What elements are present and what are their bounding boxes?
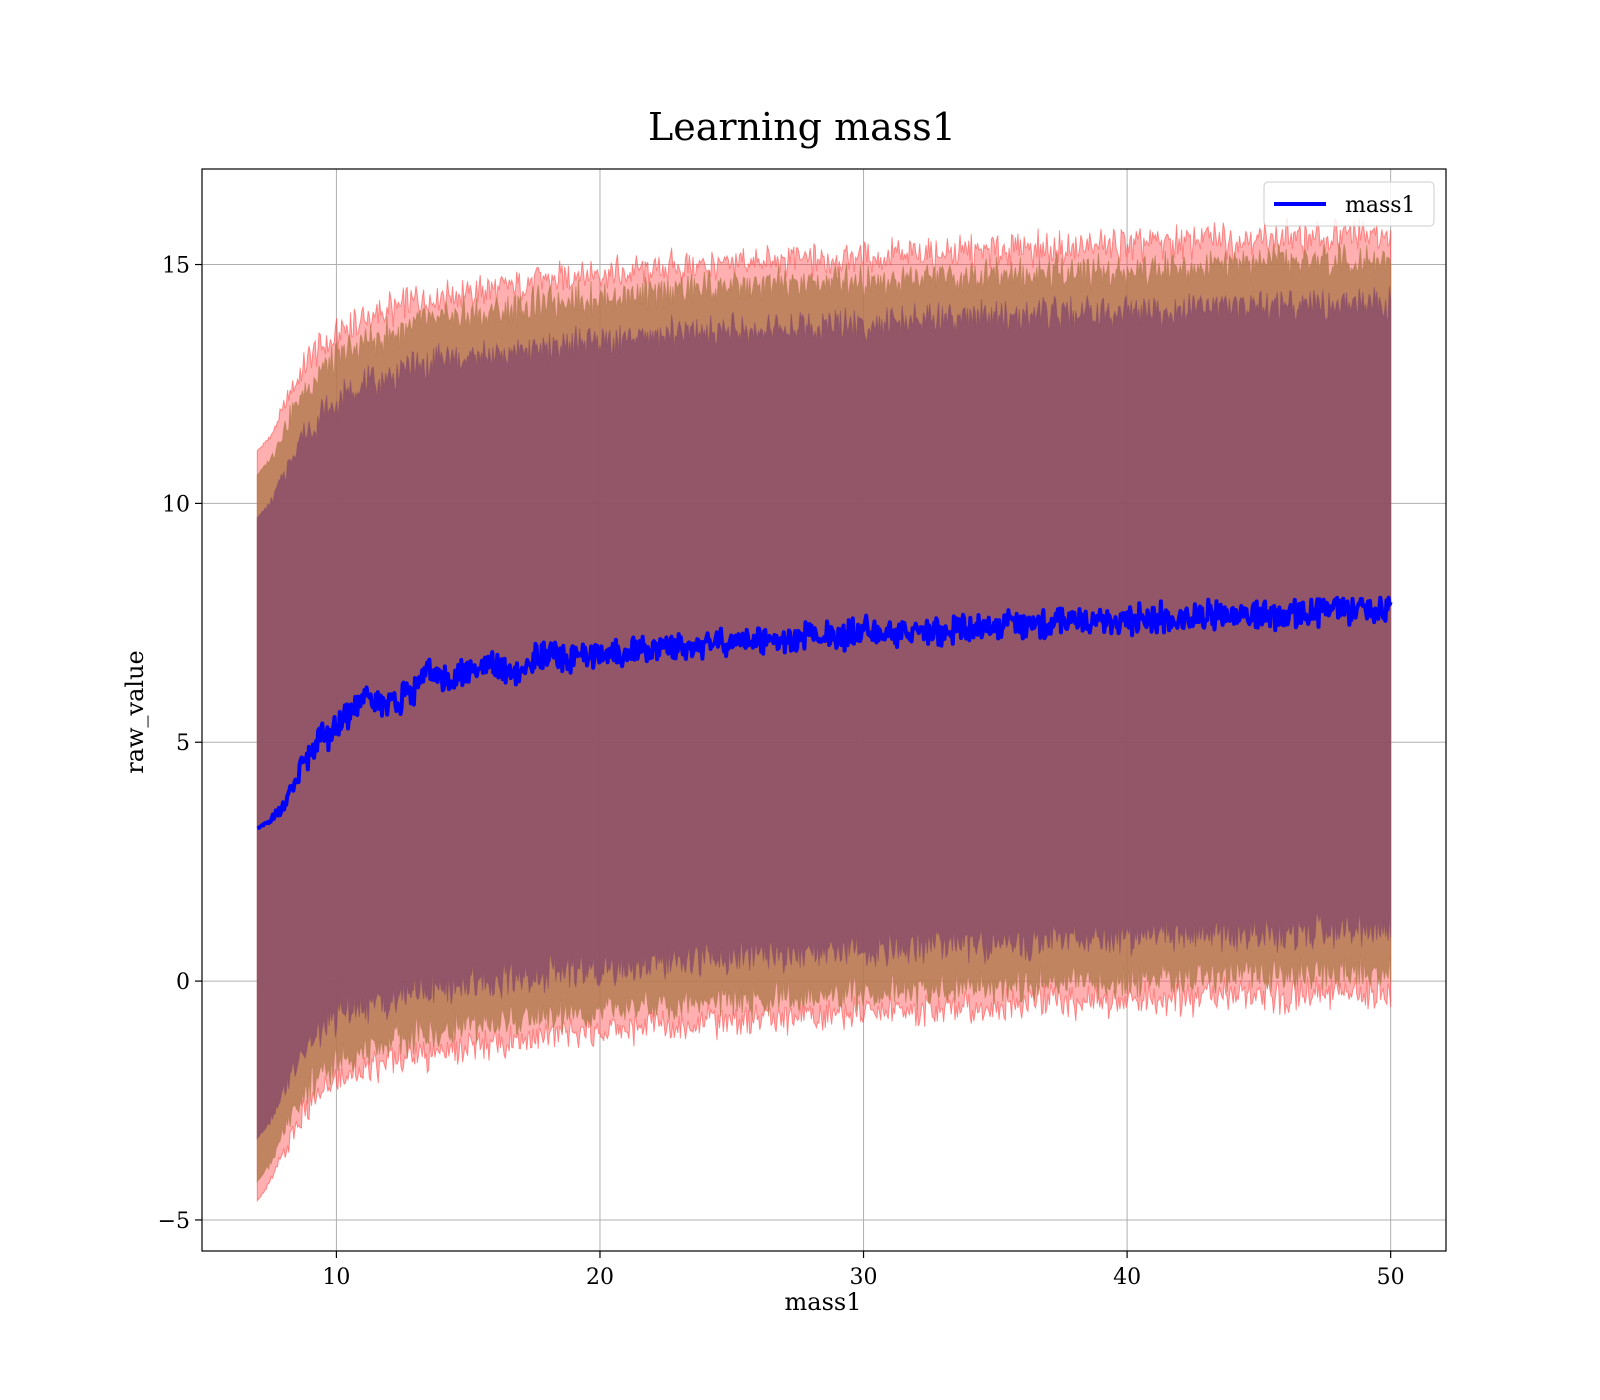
y-tick-label-4: 15 (162, 254, 190, 279)
band-inner (256, 286, 1392, 1141)
x-tick-label-4: 50 (1377, 1265, 1405, 1290)
x-tick-label-2: 30 (850, 1265, 878, 1290)
y-tick-label-2: 5 (176, 731, 190, 756)
y-axis-label: raw_value (121, 650, 149, 774)
chart-title: Learning mass1 (648, 105, 956, 149)
y-tick-label-3: 10 (162, 492, 190, 517)
plot-area: 10 20 30 40 50 −5 0 5 10 15 mass1 (158, 168, 1447, 1290)
x-tick-label-0: 10 (322, 1265, 350, 1290)
x-axis-label: mass1 (785, 1288, 862, 1316)
series-line-mass1 (256, 595, 1393, 831)
y-tick-label-1: 0 (176, 970, 190, 995)
x-tick-label-1: 20 (586, 1265, 614, 1290)
x-tick-label-3: 40 (1113, 1265, 1141, 1290)
legend-box (1263, 181, 1435, 227)
legend-label-mass1: mass1 (1345, 193, 1416, 218)
y-tick-label-0: −5 (158, 1209, 190, 1234)
plot-frame (201, 168, 1447, 1252)
